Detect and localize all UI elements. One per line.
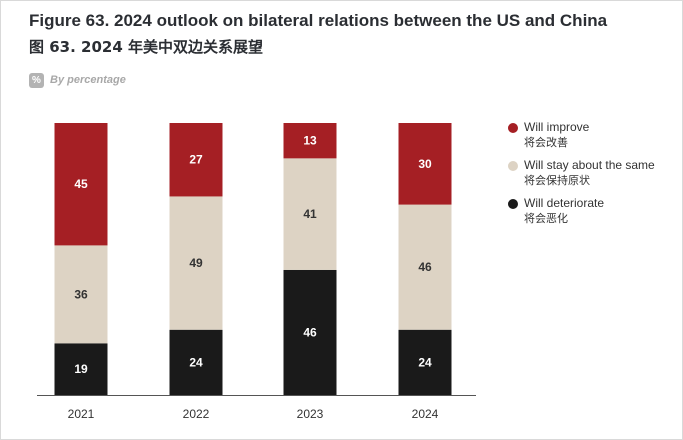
legend-swatch-deteriorate	[508, 199, 518, 209]
data-label-same-2024: 46	[418, 260, 432, 274]
legend-label-deteriorate: Will deteriorate	[524, 196, 605, 210]
data-label-deteriorate-2023: 46	[303, 325, 317, 339]
x-tick-label-2023: 2023	[297, 407, 324, 421]
bar-improve-2024	[398, 123, 452, 205]
chart-legend: Will improve 将会改善 Will stay about the same…	[506, 120, 676, 234]
figure-title-chinese: 图 63. 2024 年美中双边关系展望	[29, 38, 263, 56]
x-tick-label-2022: 2022	[183, 407, 210, 421]
bar-deteriorate-2022	[169, 329, 223, 395]
bar-improve-2021	[54, 123, 108, 246]
data-label-same-2022: 49	[189, 256, 203, 270]
legend-swatch-same	[508, 161, 518, 171]
legend-label-improve: Will improve	[524, 120, 590, 134]
bar-same-2022	[169, 196, 223, 330]
legend-label-zh-deteriorate: 将会恶化	[524, 212, 568, 225]
percent-icon: %	[29, 72, 44, 88]
data-label-deteriorate-2022: 24	[189, 355, 203, 369]
legend-label-same: Will stay about the same	[524, 158, 655, 172]
unit-label: By percentage	[50, 74, 126, 86]
bar-same-2023	[283, 158, 337, 270]
bar-same-2021	[54, 245, 108, 344]
bar-same-2024	[398, 204, 452, 330]
legend-item-improve: Will improve 将会改善	[506, 120, 676, 158]
legend-item-deteriorate: Will deteriorate 将会恶化	[506, 196, 676, 234]
bar-deteriorate-2021	[54, 343, 108, 395]
data-label-deteriorate-2024: 24	[418, 355, 432, 369]
data-label-improve-2021: 45	[74, 177, 88, 191]
unit-note: % By percentage	[29, 72, 126, 88]
data-label-same-2023: 41	[303, 207, 317, 221]
bar-deteriorate-2023	[283, 269, 337, 395]
x-tick-label-2024: 2024	[412, 407, 439, 421]
x-tick-label-2021: 2021	[68, 407, 95, 421]
data-label-improve-2024: 30	[418, 157, 432, 171]
legend-item-same: Will stay about the same 将会保持原状	[506, 158, 676, 196]
bar-deteriorate-2024	[398, 329, 452, 395]
data-label-deteriorate-2021: 19	[74, 362, 88, 376]
legend-label-zh-improve: 将会改善	[524, 136, 568, 149]
bar-improve-2023	[283, 123, 337, 159]
data-label-same-2021: 36	[74, 287, 88, 301]
bar-improve-2022	[169, 123, 223, 197]
data-label-improve-2022: 27	[189, 153, 203, 167]
figure-title: Figure 63. 2024 outlook on bilateral rel…	[29, 11, 608, 30]
legend-swatch-improve	[508, 123, 518, 133]
legend-label-zh-same: 将会保持原状	[524, 174, 590, 187]
data-label-improve-2023: 13	[303, 134, 317, 148]
